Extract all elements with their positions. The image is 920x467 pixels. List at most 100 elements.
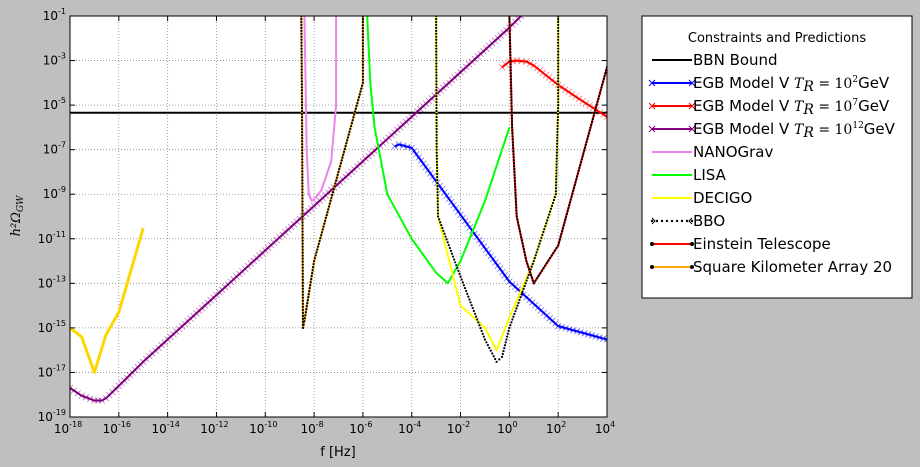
marker-dot xyxy=(350,121,353,125)
legend-marker xyxy=(648,79,656,87)
marker-dot xyxy=(590,120,594,123)
marker-dot xyxy=(339,162,342,165)
marker-dot xyxy=(442,229,445,232)
marker-dot xyxy=(485,341,488,344)
marker-x xyxy=(427,170,434,177)
marker-dot xyxy=(555,160,558,163)
marker-x xyxy=(496,265,504,273)
marker-dot xyxy=(557,98,560,101)
marker-dot xyxy=(308,290,311,293)
marker-dot xyxy=(308,287,311,290)
legend-marker xyxy=(648,102,656,110)
marker-dot xyxy=(307,296,310,299)
marker-dot xyxy=(508,29,511,33)
marker-dot xyxy=(510,108,513,111)
x-tick-label: 10-10 xyxy=(249,420,277,436)
y-tick-label: 10-9 xyxy=(43,185,66,201)
marker-dot xyxy=(492,355,495,358)
marker-dot xyxy=(300,35,303,38)
marker-dot xyxy=(317,242,320,245)
marker-x xyxy=(475,236,483,244)
legend-marker xyxy=(650,265,654,269)
marker-dot xyxy=(509,54,512,57)
marker-dot xyxy=(506,335,509,338)
marker-x xyxy=(569,327,577,334)
marker-dot xyxy=(361,51,365,54)
marker-dot xyxy=(357,98,360,102)
marker-dot xyxy=(435,133,438,136)
marker-dot xyxy=(510,93,513,96)
marker-dot xyxy=(555,181,558,184)
marker-dot xyxy=(361,66,365,69)
marker-dot xyxy=(329,199,332,202)
marker-dot xyxy=(355,104,358,107)
x-axis-label: f [Hz] xyxy=(320,445,355,460)
marker-dot xyxy=(500,355,504,358)
marker-x xyxy=(457,211,464,218)
marker-dot xyxy=(301,299,304,302)
marker-x xyxy=(450,201,457,209)
marker-x xyxy=(562,324,569,332)
marker-dot xyxy=(557,62,560,65)
marker-dot xyxy=(435,112,438,116)
marker-dot xyxy=(525,279,528,282)
marker-dot xyxy=(338,165,342,168)
marker-dot xyxy=(435,62,438,65)
marker-dot xyxy=(305,308,308,311)
marker-dot xyxy=(436,169,439,173)
marker-dot xyxy=(300,26,303,29)
marker-dot xyxy=(515,209,518,212)
marker-dot xyxy=(435,142,438,145)
x-tick-label: 10-8 xyxy=(300,420,323,436)
marker-dot xyxy=(554,187,558,190)
marker-dot xyxy=(587,132,590,135)
marker-dot xyxy=(536,248,539,251)
marker-dot xyxy=(498,358,501,361)
marker-dot xyxy=(303,317,306,320)
marker-x xyxy=(422,163,429,171)
marker-x xyxy=(596,109,604,116)
marker-x xyxy=(581,330,588,337)
marker-dot xyxy=(513,167,516,171)
marker-dot xyxy=(301,311,304,314)
marker-dot xyxy=(300,92,304,95)
marker-x xyxy=(542,71,550,79)
marker-dot xyxy=(468,298,471,301)
marker-dot xyxy=(435,80,438,83)
marker-x xyxy=(572,93,579,100)
marker-dot xyxy=(542,230,545,234)
marker-dot xyxy=(444,235,447,238)
marker-dot xyxy=(509,84,513,87)
marker-x xyxy=(577,329,584,336)
marker-dot xyxy=(575,178,578,181)
marker-dot xyxy=(527,265,530,268)
marker-dot xyxy=(509,69,512,72)
marker-dot xyxy=(331,193,334,197)
marker-dot xyxy=(513,179,516,182)
marker-dot xyxy=(523,285,526,288)
marker-dot xyxy=(325,213,328,217)
marker-dot xyxy=(514,188,517,191)
legend-label: NANOGrav xyxy=(693,143,773,161)
marker-dot xyxy=(327,208,330,211)
marker-dot xyxy=(555,148,559,151)
marker-dot xyxy=(300,17,303,21)
marker-dot xyxy=(301,221,304,224)
marker-dot xyxy=(515,307,518,310)
marker-dot xyxy=(446,241,449,244)
marker-dot xyxy=(554,190,557,193)
marker-x xyxy=(443,192,450,199)
marker-dot xyxy=(311,268,314,272)
marker-dot xyxy=(557,77,560,80)
marker-dot xyxy=(301,248,304,251)
legend-label: EGB Model V TR = 107GeV xyxy=(693,97,890,118)
marker-dot xyxy=(554,184,558,187)
marker-dot xyxy=(301,134,304,137)
marker-dot xyxy=(560,232,563,236)
marker-x xyxy=(420,160,427,168)
marker-dot xyxy=(509,45,512,48)
marker-dot xyxy=(435,109,438,113)
marker-dot xyxy=(301,206,304,209)
marker-dot xyxy=(513,312,516,316)
marker-dot xyxy=(546,219,549,222)
